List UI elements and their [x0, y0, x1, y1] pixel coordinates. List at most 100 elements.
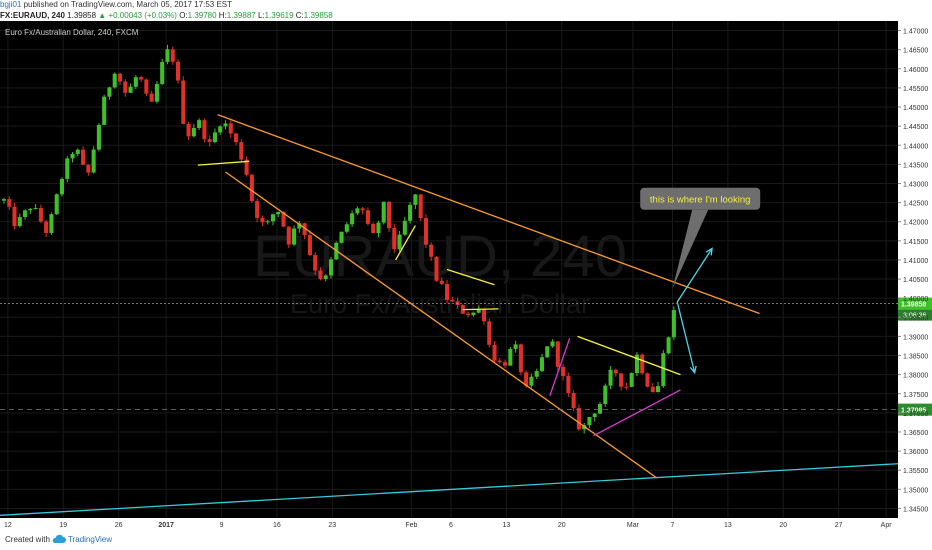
y-tick-label: 1.36000	[903, 449, 928, 456]
channel-upper-line[interactable]	[217, 114, 760, 315]
candle-body	[619, 373, 624, 387]
consolidation-bottom-line[interactable]	[462, 308, 499, 311]
price-tag	[898, 297, 932, 310]
candle-body	[144, 79, 149, 94]
footer: Created with TradingView	[0, 530, 932, 550]
candle-body	[371, 223, 376, 234]
candle-body	[249, 174, 254, 202]
time-axis[interactable]	[0, 518, 898, 530]
candle-body	[466, 313, 471, 316]
y-tick-label: 1.46000	[903, 67, 928, 74]
candle-body	[170, 49, 175, 62]
long-term-support-line[interactable]	[0, 463, 899, 516]
candle-body	[323, 275, 328, 279]
candle-body	[513, 344, 518, 349]
author-link[interactable]: bgji01	[0, 0, 22, 9]
y-tick-label: 1.44500	[903, 124, 928, 131]
chart-canvas[interactable]: EURAUD, 240 Euro Fx/Australian Dollar 1.…	[0, 21, 932, 530]
candle-body	[582, 425, 587, 430]
y-tick-label: 1.40500	[903, 277, 928, 284]
price-tag-label: 1.39858	[901, 302, 926, 309]
y-tick-label: 1.43500	[903, 162, 928, 169]
candle-body	[539, 357, 545, 372]
candle-body	[534, 371, 539, 377]
y-tick-label: 1.42000	[903, 220, 928, 227]
candle-body	[117, 73, 123, 82]
candle-body	[524, 372, 529, 386]
projection-arrow-line[interactable]	[676, 301, 696, 373]
candle-body	[518, 344, 523, 373]
y-tick-label: 1.36500	[903, 430, 928, 437]
candle-body	[70, 153, 75, 159]
callout-box[interactable]	[640, 187, 761, 210]
candle-body	[107, 87, 112, 97]
callout-pointer	[672, 209, 709, 289]
candle-body	[566, 375, 571, 394]
candle-body	[234, 133, 239, 143]
candle-body	[508, 348, 513, 366]
candle-body	[671, 310, 676, 338]
candle-body	[96, 124, 101, 150]
candle-body	[640, 354, 645, 374]
open-value: 1.39780	[187, 11, 217, 20]
candle-body	[503, 362, 508, 366]
x-tick-label: 16	[273, 522, 281, 529]
tradingview-cloud-icon	[52, 534, 66, 543]
candle-body	[38, 207, 43, 222]
y-tick-label: 1.43000	[903, 181, 928, 188]
candle-body	[350, 213, 355, 225]
low-label: L:	[257, 11, 265, 20]
x-tick-label: 2017	[158, 522, 174, 529]
flag-pole-line[interactable]	[395, 225, 416, 261]
candle-body	[571, 393, 576, 409]
countdown-tag	[898, 309, 932, 321]
candle-body	[597, 404, 603, 414]
candle-body	[270, 214, 276, 222]
candle-body	[175, 61, 181, 81]
candle-body	[292, 228, 297, 245]
candle-body	[576, 408, 581, 430]
price-axis[interactable]	[898, 21, 932, 530]
candle-body	[1, 199, 6, 201]
y-tick-label: 1.37500	[903, 392, 928, 399]
candle-body	[75, 149, 80, 154]
candle-body	[360, 208, 365, 211]
price-tag	[898, 403, 932, 416]
candle-body	[181, 80, 186, 124]
candle-body	[128, 86, 133, 93]
y-tick-label: 1.44000	[903, 143, 928, 150]
x-tick-label: 19	[59, 522, 67, 529]
wedge-upper-line[interactable]	[577, 335, 681, 376]
y-tick-label: 1.35000	[903, 487, 928, 494]
flag-support-line[interactable]	[197, 160, 250, 166]
candle-body	[191, 128, 196, 137]
candle-body	[86, 164, 91, 173]
consolidation-top-line[interactable]	[446, 268, 495, 286]
candle-body	[328, 259, 334, 276]
tradingview-brand-link[interactable]: TradingView	[68, 535, 113, 544]
candle-body	[49, 214, 54, 233]
candle-body	[154, 83, 159, 102]
projection-arrow-line[interactable]	[676, 248, 713, 303]
x-tick-label: 6	[449, 522, 453, 529]
candle-body	[587, 417, 592, 426]
callout-text: this is where I'm looking	[650, 194, 751, 205]
candle-body	[33, 207, 38, 209]
candle-body	[450, 299, 455, 302]
x-tick-label: 13	[502, 522, 510, 529]
candle-body	[661, 353, 666, 387]
y-tick-label: 1.39000	[903, 334, 928, 341]
candle-body	[28, 208, 33, 211]
change-arrow-icon: ▲	[98, 11, 107, 20]
candle-body	[608, 369, 613, 386]
candle-body	[413, 194, 418, 205]
pole-magenta-line[interactable]	[549, 338, 571, 396]
candle-body	[550, 341, 555, 347]
candle-body	[207, 139, 212, 142]
candle-body	[376, 222, 381, 234]
wedge-lower-line[interactable]	[593, 389, 681, 437]
change-value: +0.00043 (+0.03%)	[108, 11, 177, 20]
price-chart[interactable]: EURAUD, 240 Euro Fx/Australian Dollar 1.…	[0, 21, 932, 530]
high-value: 1.39887	[226, 11, 256, 20]
channel-lower-line[interactable]	[225, 171, 658, 479]
